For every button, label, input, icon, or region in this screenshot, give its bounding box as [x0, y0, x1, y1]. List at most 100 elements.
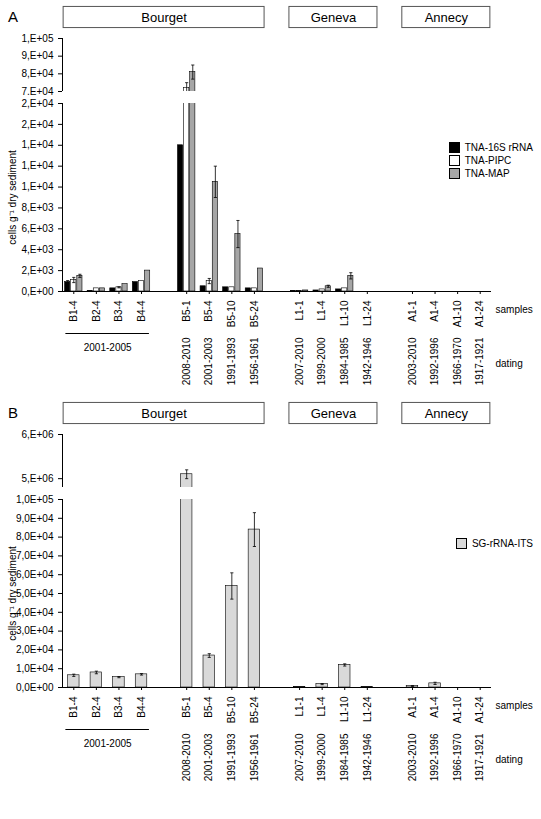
- svg-text:0,0E+00: 0,0E+00: [16, 682, 54, 693]
- svg-text:8,E+03: 8,E+03: [22, 202, 54, 213]
- svg-text:A1-24: A1-24: [474, 696, 485, 723]
- svg-text:B2-4: B2-4: [91, 696, 102, 718]
- svg-text:1984-1985: 1984-1985: [339, 337, 350, 385]
- svg-text:8,E+04: 8,E+04: [22, 68, 54, 79]
- svg-text:L1-24: L1-24: [362, 300, 373, 326]
- svg-text:1999-2000: 1999-2000: [316, 337, 327, 385]
- svg-text:B1-4: B1-4: [68, 300, 79, 322]
- svg-text:1942-1946: 1942-1946: [362, 337, 373, 385]
- svg-text:1917-1921: 1917-1921: [474, 337, 485, 385]
- svg-text:B1-4: B1-4: [68, 696, 79, 718]
- svg-text:1917-1921: 1917-1921: [474, 733, 485, 781]
- svg-text:2,E+04: 2,E+04: [22, 98, 54, 109]
- svg-text:A1-4: A1-4: [429, 300, 440, 322]
- svg-text:4,E+03: 4,E+03: [22, 244, 54, 255]
- svg-text:1992-1996: 1992-1996: [429, 337, 440, 385]
- svg-text:A1-4: A1-4: [429, 696, 440, 718]
- svg-text:1999-2000: 1999-2000: [316, 733, 327, 781]
- svg-text:L1-4: L1-4: [316, 300, 327, 320]
- svg-text:B5-1: B5-1: [181, 696, 192, 718]
- svg-text:1942-1946: 1942-1946: [362, 733, 373, 781]
- svg-text:L1-1: L1-1: [294, 300, 305, 320]
- svg-text:A1-24: A1-24: [474, 300, 485, 327]
- svg-text:2,E+04: 2,E+04: [22, 119, 54, 130]
- svg-text:B5-4: B5-4: [203, 300, 214, 322]
- svg-text:1991-1993: 1991-1993: [226, 337, 237, 385]
- svg-text:dating: dating: [496, 754, 523, 765]
- svg-text:2001-2003: 2001-2003: [203, 337, 214, 385]
- svg-text:1966-1970: 1966-1970: [452, 733, 463, 781]
- svg-text:B3-4: B3-4: [113, 300, 124, 322]
- svg-text:2003-2010: 2003-2010: [407, 733, 418, 781]
- svg-text:2,0E+04: 2,0E+04: [16, 644, 54, 655]
- svg-text:9,0E+04: 9,0E+04: [16, 513, 54, 524]
- svg-text:8,0E+04: 8,0E+04: [16, 531, 54, 542]
- svg-text:B5-24: B5-24: [249, 696, 260, 723]
- svg-text:2001-2005: 2001-2005: [84, 738, 132, 749]
- svg-text:B3-4: B3-4: [113, 696, 124, 718]
- svg-text:1,E+04: 1,E+04: [22, 160, 54, 171]
- svg-text:2003-2010: 2003-2010: [407, 337, 418, 385]
- svg-text:2008-2010: 2008-2010: [181, 733, 192, 781]
- svg-text:B5-10: B5-10: [226, 300, 237, 327]
- svg-text:B5-24: B5-24: [249, 300, 260, 327]
- svg-text:6,0E+04: 6,0E+04: [16, 569, 54, 580]
- svg-text:B5-4: B5-4: [203, 696, 214, 718]
- svg-text:2,E+03: 2,E+03: [22, 265, 54, 276]
- svg-text:cells g⁻¹ dry sediment: cells g⁻¹ dry sediment: [7, 150, 18, 245]
- html-text:TNA-MAP: TNA-MAP: [464, 168, 510, 179]
- svg-text:6,E+03: 6,E+03: [22, 223, 54, 234]
- svg-text:Bourget: Bourget: [141, 406, 187, 421]
- svg-text:2001-2005: 2001-2005: [84, 342, 132, 353]
- svg-text:0,E+00: 0,E+00: [22, 286, 54, 297]
- svg-text:2007-2010: 2007-2010: [294, 733, 305, 781]
- svg-text:L1-24: L1-24: [362, 696, 373, 722]
- svg-text:1992-1996: 1992-1996: [429, 733, 440, 781]
- svg-text:Annecy: Annecy: [425, 10, 469, 25]
- svg-text:4,0E+04: 4,0E+04: [16, 607, 54, 618]
- svg-text:Geneva: Geneva: [311, 406, 357, 421]
- svg-text:samples: samples: [496, 700, 533, 711]
- svg-text:Bourget: Bourget: [141, 10, 187, 25]
- svg-text:1,0E+04: 1,0E+04: [16, 663, 54, 674]
- html-text:TNA-PIPC: TNA-PIPC: [464, 155, 512, 166]
- svg-text:B4-4: B4-4: [136, 696, 147, 718]
- svg-text:2008-2010: 2008-2010: [181, 337, 192, 385]
- svg-text:1,E+04: 1,E+04: [22, 181, 54, 192]
- svg-text:B4-4: B4-4: [136, 300, 147, 322]
- svg-text:L1-4: L1-4: [316, 696, 327, 716]
- svg-text:6,E+06: 6,E+06: [22, 429, 54, 440]
- svg-text:7,E+04: 7,E+04: [22, 86, 54, 95]
- svg-text:1956-1961: 1956-1961: [249, 337, 260, 385]
- svg-text:3,0E+04: 3,0E+04: [16, 625, 54, 636]
- svg-text:7,0E+04: 7,0E+04: [16, 550, 54, 561]
- svg-text:1984-1985: 1984-1985: [339, 733, 350, 781]
- svg-text:9,E+04: 9,E+04: [22, 50, 54, 61]
- svg-text:B2-4: B2-4: [91, 300, 102, 322]
- svg-text:B5-1: B5-1: [181, 300, 192, 322]
- svg-text:A1-10: A1-10: [452, 300, 463, 327]
- svg-text:dating: dating: [496, 358, 523, 369]
- svg-text:A1-1: A1-1: [407, 300, 418, 322]
- svg-text:B5-10: B5-10: [226, 696, 237, 723]
- svg-text:Annecy: Annecy: [425, 406, 469, 421]
- svg-text:5,E+06: 5,E+06: [22, 473, 54, 484]
- svg-text:1966-1970: 1966-1970: [452, 337, 463, 385]
- svg-text:A1-10: A1-10: [452, 696, 463, 723]
- svg-text:1991-1993: 1991-1993: [226, 733, 237, 781]
- svg-text:1,E+04: 1,E+04: [22, 139, 54, 150]
- svg-text:A1-1: A1-1: [407, 696, 418, 718]
- svg-text:samples: samples: [496, 304, 533, 315]
- svg-text:cells g⁻¹ dry sediment: cells g⁻¹ dry sediment: [7, 546, 18, 641]
- svg-text:2007-2010: 2007-2010: [294, 337, 305, 385]
- svg-text:2001-2003: 2001-2003: [203, 733, 214, 781]
- svg-text:1,0E+05: 1,0E+05: [16, 494, 54, 505]
- svg-text:1,E+05: 1,E+05: [22, 33, 54, 44]
- svg-text:L1-1: L1-1: [294, 696, 305, 716]
- svg-text:Geneva: Geneva: [311, 10, 357, 25]
- svg-text:L1-10: L1-10: [339, 300, 350, 326]
- svg-text:L1-10: L1-10: [339, 696, 350, 722]
- svg-text:1956-1961: 1956-1961: [249, 733, 260, 781]
- html-text:TNA-16S rRNA: TNA-16S rRNA: [464, 142, 533, 153]
- svg-text:5,0E+04: 5,0E+04: [16, 588, 54, 599]
